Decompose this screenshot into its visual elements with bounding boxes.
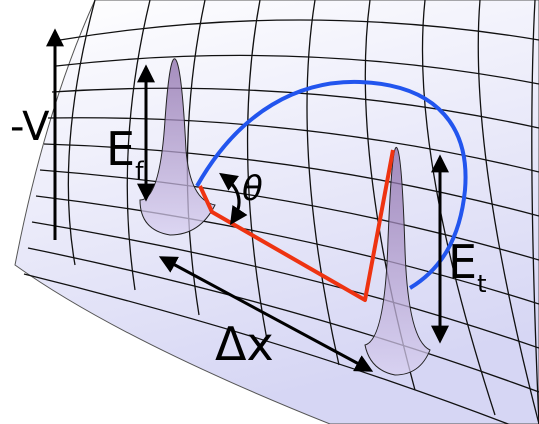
ef-main: E: [106, 122, 135, 176]
grid-line: [59, 19, 539, 41]
et-label: Et: [448, 235, 487, 298]
right-peak: [364, 146, 431, 376]
left-peak: [139, 58, 216, 236]
ef-label: Ef: [106, 122, 144, 185]
red-path: [198, 149, 395, 302]
grid-line: [477, 0, 539, 424]
ef-sub: f: [135, 157, 144, 185]
angle-arrow: [219, 172, 248, 225]
et-main: E: [448, 235, 477, 289]
grid-line: [55, 54, 539, 85]
grid: [23, 0, 539, 424]
grid-line: [126, 0, 151, 291]
grid-line: [39, 169, 539, 261]
grid-line: [67, 0, 96, 266]
et-sub: t: [477, 270, 486, 298]
grid-line: [47, 117, 539, 173]
blue-path: [195, 79, 468, 290]
dx-label: Δx: [215, 317, 274, 371]
angle-label: θ: [242, 169, 263, 209]
grid-line: [43, 143, 539, 217]
potential-label: -V: [10, 104, 50, 150]
grid-line: [531, 0, 539, 424]
dx-arrow: [158, 256, 374, 372]
grid-line: [35, 195, 539, 305]
